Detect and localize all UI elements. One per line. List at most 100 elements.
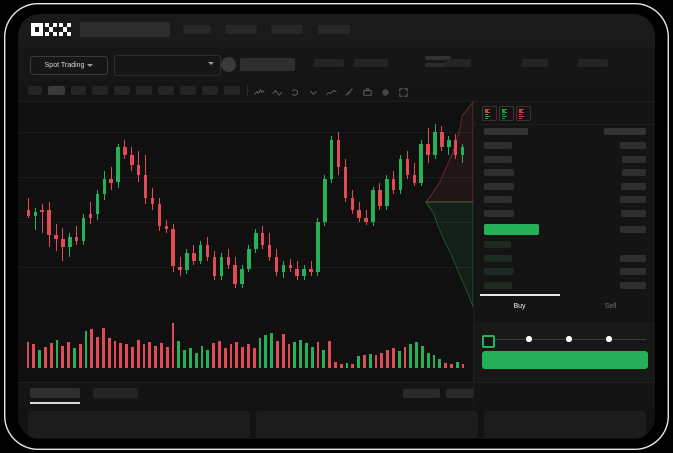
chevron-down-icon[interactable] (308, 85, 319, 96)
bottom-panel-0[interactable] (28, 411, 250, 438)
pair-selector[interactable] (114, 55, 221, 76)
candle-body (54, 235, 58, 240)
price-chart[interactable] (18, 102, 473, 312)
volume-bar (43, 346, 47, 368)
ask-row-4[interactable] (484, 196, 512, 203)
orders-tab-1[interactable] (93, 388, 138, 398)
search-input[interactable] (80, 22, 170, 37)
bid-row-2[interactable] (484, 268, 514, 275)
candle-body (164, 225, 169, 230)
orders-tab-bar (18, 382, 483, 407)
logo-x (59, 23, 71, 36)
ask-row-1[interactable] (484, 155, 512, 163)
volume-bars (18, 323, 473, 368)
line-chart-icon[interactable] (326, 85, 337, 96)
timeframe-0[interactable] (28, 86, 42, 95)
volume-bar (84, 331, 88, 368)
timeframe-4[interactable] (114, 86, 130, 95)
orderbook-header-left (484, 128, 528, 135)
volume-bar (409, 344, 413, 368)
tab-buy[interactable]: Buy (513, 303, 526, 310)
bottom-panel-1[interactable] (256, 411, 478, 438)
submit-buy-button[interactable] (482, 351, 648, 369)
trading-mode-selector[interactable]: Spot Trading (30, 56, 108, 75)
bid-row-1[interactable] (484, 254, 512, 262)
candle-body (185, 252, 189, 271)
timeframe-5[interactable] (136, 86, 152, 95)
nav-item-0[interactable] (183, 25, 211, 34)
okx-logo[interactable] (31, 23, 71, 36)
amount-percent-slider[interactable] (482, 334, 648, 348)
candle-body (329, 139, 334, 179)
timeframe-8[interactable] (202, 86, 218, 95)
candle-body (391, 178, 396, 191)
timeframe-9[interactable] (224, 86, 240, 95)
settings-icon[interactable] (380, 85, 391, 96)
orderbook-header-right (604, 128, 646, 135)
volume-bar (72, 347, 76, 368)
fullscreen-icon[interactable] (398, 85, 409, 97)
slider-stop-25[interactable] (526, 336, 532, 342)
candle-body (267, 245, 272, 257)
ask-row-total-5 (621, 209, 646, 217)
timeframe-6[interactable] (158, 86, 174, 95)
slider-stop-50[interactable] (566, 336, 572, 342)
candle-wick (41, 204, 43, 234)
ask-row-2[interactable] (484, 169, 514, 176)
volume-bar (339, 364, 343, 368)
volume-bar (380, 352, 384, 368)
chevron-down-icon (87, 64, 94, 67)
timeframe-2[interactable] (71, 86, 86, 95)
volume-bar (217, 340, 221, 368)
bottom-panel-2[interactable] (484, 411, 646, 438)
nav-item-3[interactable] (318, 25, 350, 34)
candle-body (26, 209, 31, 216)
orderbook-asks-icon[interactable] (516, 106, 531, 121)
volume-bar (148, 341, 152, 368)
candle-body (274, 256, 279, 273)
candle-body (336, 139, 341, 167)
volume-bar (206, 350, 210, 368)
orders-action-0[interactable] (403, 389, 440, 398)
ask-row-0[interactable] (484, 142, 512, 149)
candle-body (357, 209, 361, 218)
volume-bar (334, 362, 337, 368)
bid-row-0[interactable] (484, 241, 511, 248)
spread-total (620, 226, 646, 233)
volume-bar (438, 358, 442, 368)
volume-bar (223, 347, 227, 368)
timeframe-1[interactable] (48, 86, 65, 95)
slider-handle[interactable] (482, 334, 495, 348)
volume-bar (392, 347, 395, 368)
compare-icon[interactable] (272, 85, 283, 96)
gridline (18, 177, 473, 178)
bid-row-3[interactable] (484, 281, 512, 289)
timeframe-3[interactable] (92, 86, 108, 95)
timeframe-7[interactable] (180, 86, 196, 95)
volume-bar (26, 341, 30, 368)
orders-tab-0[interactable] (30, 388, 80, 398)
candle-body (447, 139, 451, 148)
volume-bar (316, 341, 320, 368)
ruler-icon[interactable] (344, 85, 355, 96)
ask-row-total-0 (620, 142, 646, 149)
nav-item-2[interactable] (271, 25, 303, 34)
candle-body (157, 204, 162, 226)
volume-bar (32, 344, 36, 368)
orders-action-1[interactable] (446, 389, 483, 398)
ask-row-5[interactable] (484, 209, 514, 217)
orderbook-bids-icon[interactable] (499, 106, 514, 121)
tab-sell[interactable]: Sell (604, 303, 617, 310)
undo-icon[interactable] (290, 85, 301, 96)
slider-stop-75[interactable] (606, 336, 612, 342)
orderbook-both-icon[interactable] (482, 106, 497, 121)
nav-item-1[interactable] (225, 25, 257, 34)
volume-bar (130, 346, 134, 368)
indicator-icon[interactable] (254, 85, 265, 96)
volume-bar (247, 344, 250, 368)
active-tab-indicator (30, 402, 80, 404)
bid-row-total-2 (620, 268, 646, 275)
gridline (18, 132, 473, 133)
ask-row-3[interactable] (484, 182, 514, 190)
camera-icon[interactable] (362, 85, 373, 96)
